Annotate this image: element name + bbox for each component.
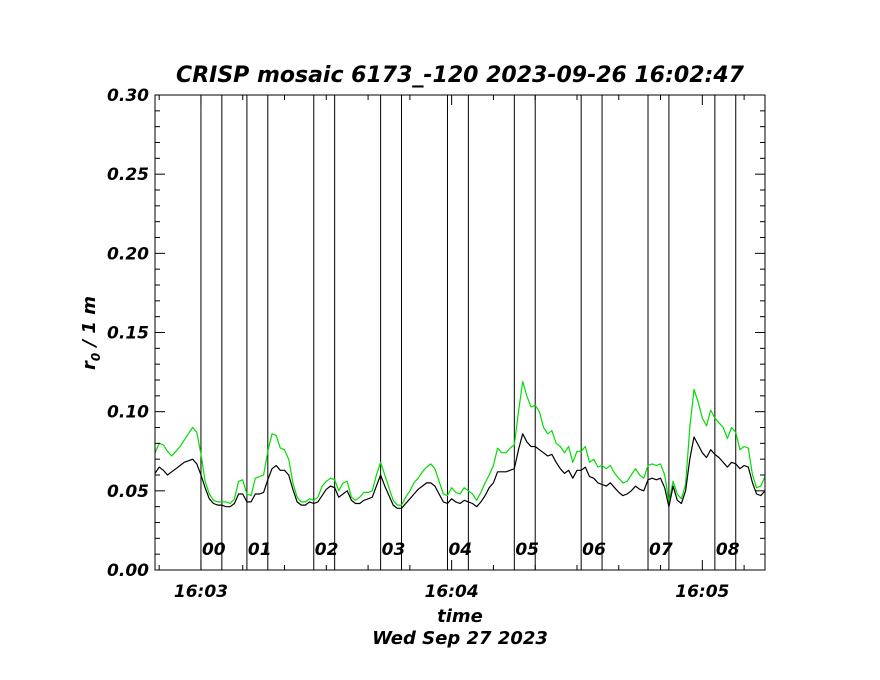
y-axis-label-r: r xyxy=(79,360,100,370)
x-axis-label: time xyxy=(437,606,483,627)
x-tick-label: 16:05 xyxy=(675,582,729,602)
series-1-line xyxy=(154,433,766,509)
x-axis-date-label: Wed Sep 27 2023 xyxy=(372,628,548,649)
y-tick-label: 0.20 xyxy=(107,244,149,264)
y-tick-label: 0.15 xyxy=(107,324,149,344)
segment-label-04: 04 xyxy=(448,540,472,560)
y-tick-label: 0.30 xyxy=(107,86,149,106)
y-tick-label: 0.25 xyxy=(107,165,149,185)
y-tick-label: 0.00 xyxy=(107,561,149,581)
plot-area: 00 01 02 03 04 05 06 07 08 0.00 0.05 0.10 0.15 0.20 0.… xyxy=(107,86,766,602)
y-axis-label-subscript: 0 xyxy=(89,353,103,361)
plot-frame xyxy=(154,94,766,571)
y-tick-label: 0.05 xyxy=(107,482,149,502)
segment-label-07: 07 xyxy=(649,540,673,560)
y-tick-label: 0.10 xyxy=(107,403,149,423)
segment-label-00: 00 xyxy=(202,540,226,560)
y-axis-label-unit: / 1 m xyxy=(79,296,100,353)
x-tick-label: 16:04 xyxy=(425,582,479,602)
segment-label-01: 01 xyxy=(248,540,272,560)
y-axis-label: r0 / 1 m xyxy=(79,296,103,370)
segment-label-05: 05 xyxy=(515,540,539,560)
segment-label-08: 08 xyxy=(716,540,740,560)
x-tick-label: 16:03 xyxy=(174,582,228,602)
segment-label-03: 03 xyxy=(382,540,406,560)
chart-title: CRISP mosaic 6173_-120 2023-09-26 16:02:… xyxy=(176,63,745,88)
segment-label-02: 02 xyxy=(315,540,339,560)
series-0-line xyxy=(154,381,766,506)
segment-label-06: 06 xyxy=(582,540,606,560)
